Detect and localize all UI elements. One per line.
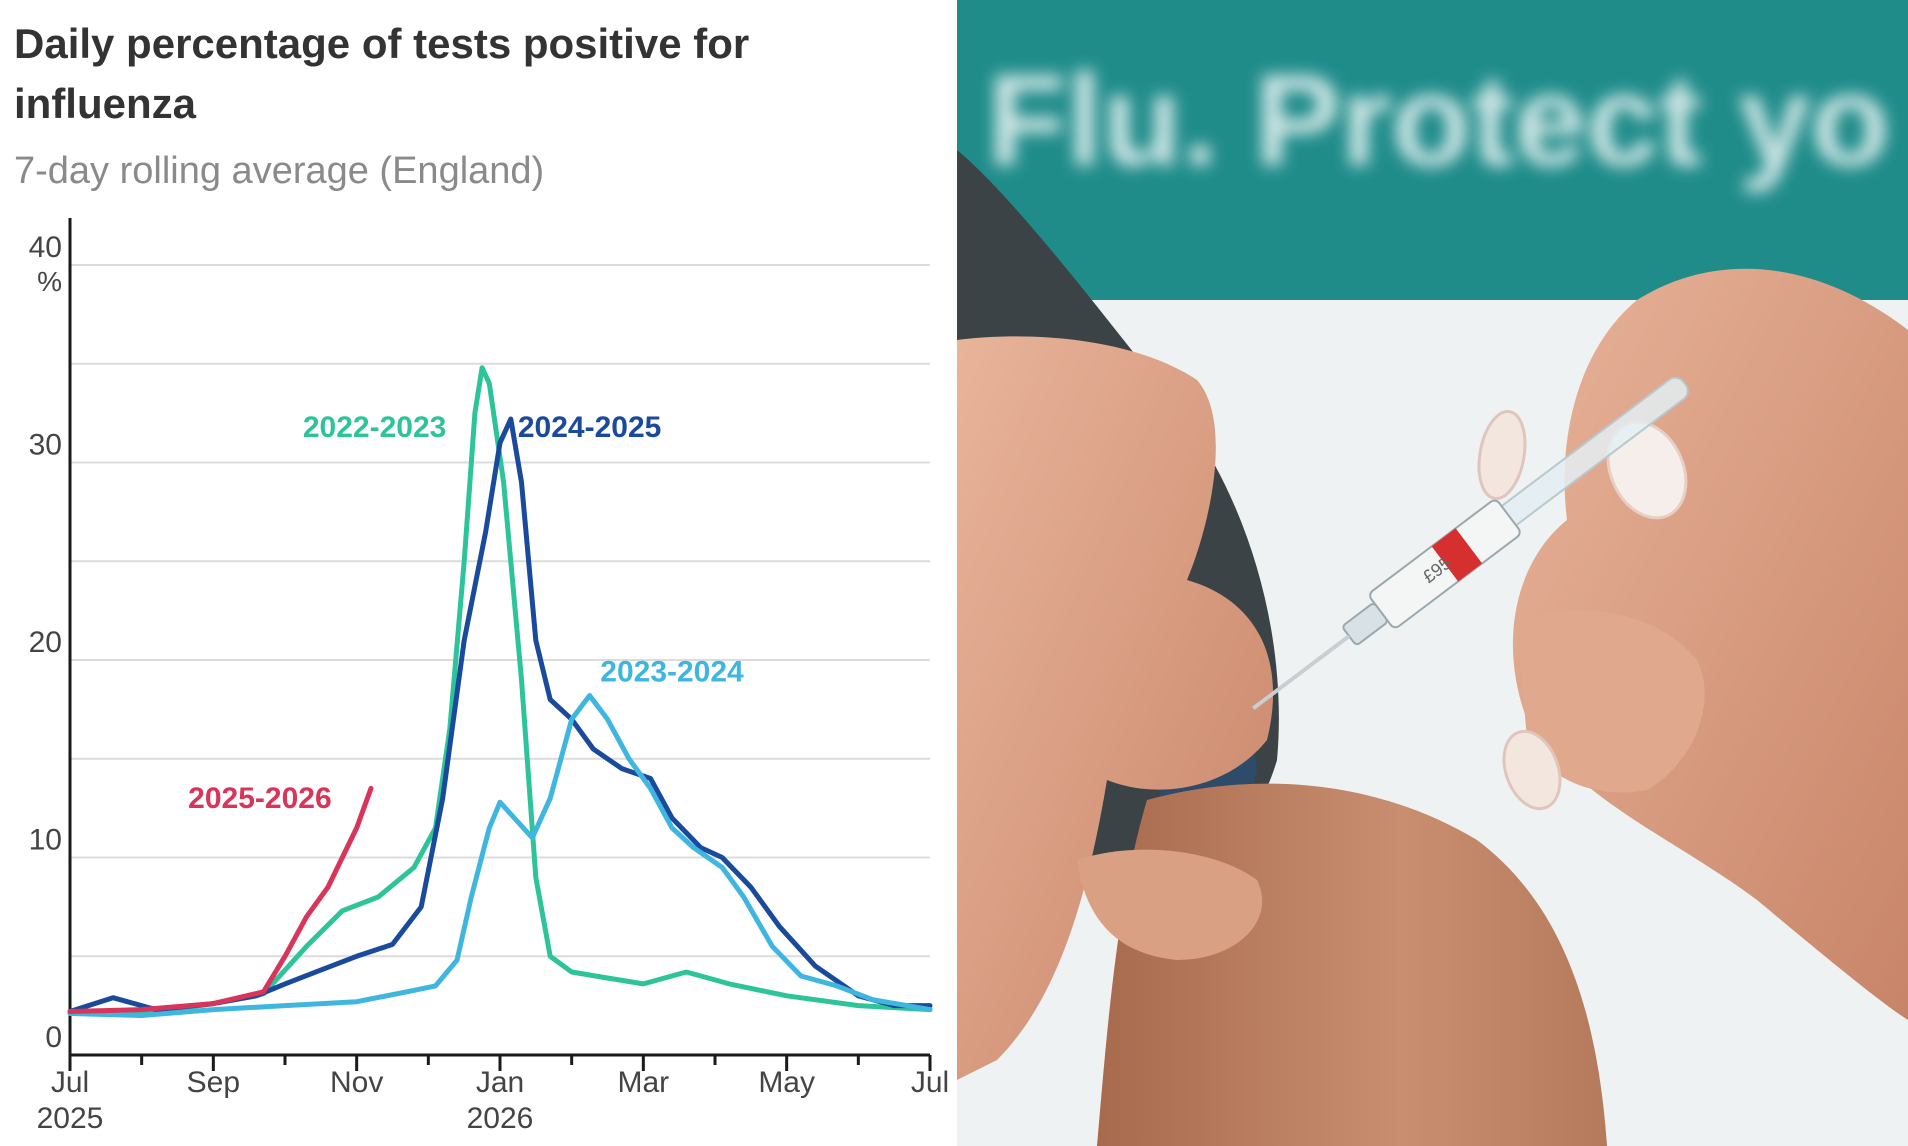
x-tick-label: Sep: [187, 1066, 240, 1099]
series-line-2022-2023: [67, 365, 933, 1016]
teal-banner: [957, 0, 1908, 300]
chart-title: Daily percentage of tests positive for i…: [14, 20, 750, 127]
banner-sign-text: Flu. Protect yo: [987, 47, 1890, 193]
y-tick-label: 20: [29, 626, 62, 659]
syringe-red-band: [1431, 528, 1483, 582]
left-hand: [957, 336, 1274, 1080]
right-finger: [1517, 610, 1705, 793]
x-tick-year-label: 2026: [467, 1102, 534, 1135]
x-tick-label: Nov: [330, 1066, 383, 1099]
series-line-2024-2025: [67, 416, 933, 1014]
syringe: £95: [1252, 376, 1689, 710]
x-tick-label: May: [758, 1066, 815, 1099]
x-tick-label: Jul: [911, 1066, 949, 1099]
x-tick-year-label: 2025: [37, 1102, 104, 1135]
series-label-2025-2026: 2025-2026: [188, 782, 331, 815]
chart-subtitle: 7-day rolling average (England): [14, 150, 545, 192]
fingernail-index: [1477, 410, 1527, 500]
syringe-hub: [1342, 603, 1388, 646]
y-axis-unit-label: %: [37, 266, 62, 297]
y-tick-label: 10: [29, 824, 62, 857]
y-tick-label: 40: [29, 231, 62, 264]
chart-panel: Daily percentage of tests positive for i…: [14, 20, 950, 1135]
photo-illustration: Flu. Protect yo £95: [957, 0, 1908, 1146]
y-tick-label: 0: [45, 1021, 62, 1054]
series-line-2023-2024: [67, 693, 933, 1018]
x-tick-label: Jul: [51, 1066, 89, 1099]
flu-vaccination-photo: Flu. Protect yo £95: [957, 0, 1908, 1146]
series-line-2025-2026: [67, 785, 374, 1014]
series-label-2022-2023: 2022-2023: [303, 411, 446, 444]
left-thumb: [1077, 849, 1263, 960]
y-tick-label: 30: [29, 429, 62, 462]
syringe-needle: [1252, 634, 1351, 710]
x-tick-label: Jan: [476, 1066, 524, 1099]
series-label-2024-2025: 2024-2025: [518, 411, 661, 444]
fingernail-middle: [1502, 729, 1562, 811]
x-tick-label: Mar: [617, 1066, 669, 1099]
series-label-2023-2024: 2023-2024: [600, 656, 744, 689]
